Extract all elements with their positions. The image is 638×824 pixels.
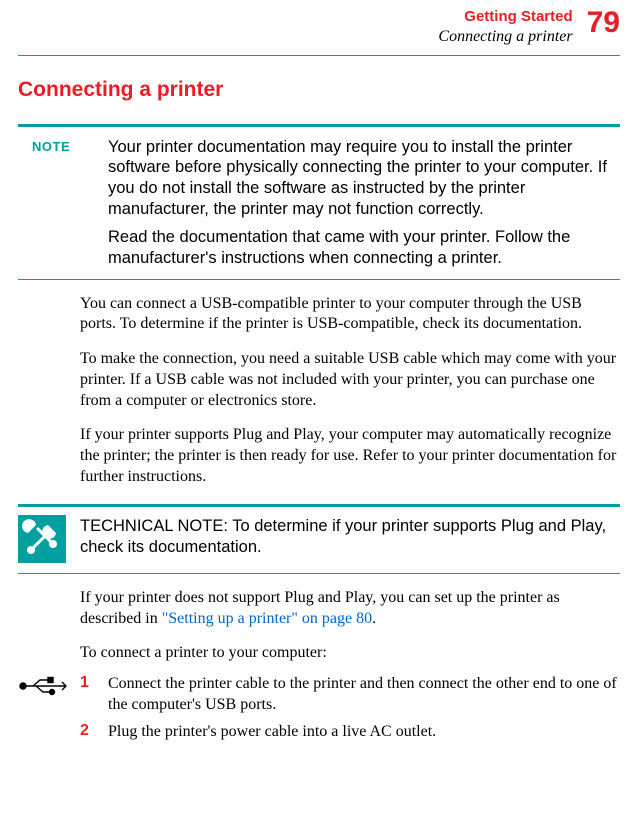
- step-row-1: 1 Connect the printer cable to the print…: [18, 674, 618, 716]
- after-tech-para-1: If your printer does not support Plug an…: [80, 588, 618, 630]
- note-para-1: Your printer documentation may require y…: [108, 137, 616, 220]
- body-para-2: To make the connection, you need a suita…: [80, 349, 618, 411]
- after-tech-para-2: To connect a printer to your computer:: [80, 643, 618, 664]
- body-para-3: If your printer supports Plug and Play, …: [80, 425, 618, 487]
- technote-rule-bottom: [18, 573, 620, 574]
- step-row-2: 2 Plug the printer's power cable into a …: [18, 722, 618, 743]
- step-number-1: 1: [80, 674, 108, 692]
- technote-text: TECHNICAL NOTE: To determine if your pri…: [80, 515, 620, 557]
- note-para-2: Read the documentation that came with yo…: [108, 227, 616, 268]
- note-rule-bottom: [18, 279, 620, 280]
- note-block: NOTE Your printer documentation may requ…: [18, 124, 620, 280]
- chapter-title: Getting Started: [438, 8, 572, 27]
- section-heading: Connecting a printer: [18, 78, 638, 102]
- step-number-2: 2: [80, 722, 108, 740]
- note-label: NOTE: [18, 137, 108, 269]
- usb-icon: [18, 676, 68, 696]
- steps-list: 1 Connect the printer cable to the print…: [18, 674, 618, 742]
- step-icon-col: [18, 674, 80, 701]
- page-number: 79: [587, 8, 620, 38]
- after-tech-p1-post: .: [372, 610, 376, 627]
- technical-note-block: TECHNICAL NOTE: To determine if your pri…: [18, 504, 620, 574]
- section-subtitle: Connecting a printer: [438, 27, 572, 47]
- technote-body: TECHNICAL NOTE: To determine if your pri…: [18, 507, 620, 563]
- body-para-1: You can connect a USB-compatible printer…: [80, 294, 618, 336]
- header-rule: [18, 55, 620, 56]
- header-text-block: Getting Started Connecting a printer: [438, 8, 572, 47]
- setup-printer-link[interactable]: "Setting up a printer" on page 80: [162, 610, 372, 627]
- step-text-2: Plug the printer's power cable into a li…: [108, 722, 618, 743]
- technote-icon-wrap: [18, 515, 80, 563]
- page-header: Getting Started Connecting a printer 79: [0, 0, 638, 47]
- wrench-icon: [18, 515, 66, 563]
- step-text-1: Connect the printer cable to the printer…: [108, 674, 618, 716]
- note-body: NOTE Your printer documentation may requ…: [18, 127, 620, 269]
- note-text: Your printer documentation may require y…: [108, 137, 620, 269]
